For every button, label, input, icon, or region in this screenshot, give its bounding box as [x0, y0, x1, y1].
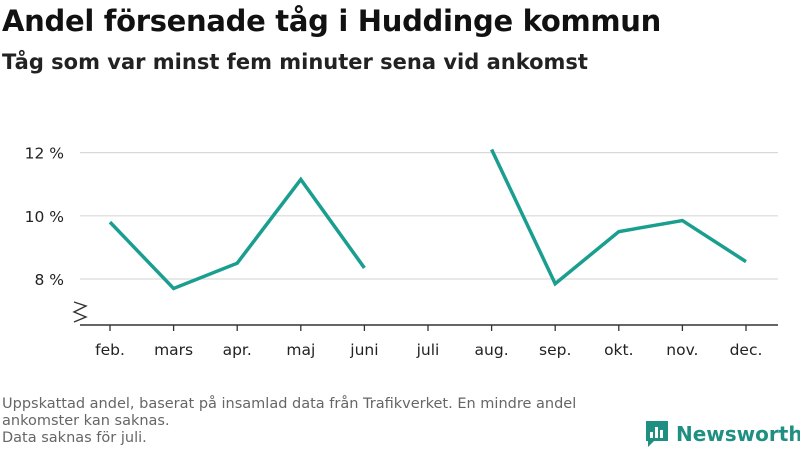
x-tick-label: feb.: [95, 341, 125, 359]
x-tick-label: juni: [349, 341, 378, 359]
x-tick-label: sep.: [539, 341, 571, 359]
x-tick-label: nov.: [666, 341, 698, 359]
gridlines: [80, 152, 778, 280]
y-tick-label: 12 %: [25, 145, 64, 163]
series-line-segment: [490, 148, 747, 287]
newsworthy-logo: Newsworthy: [644, 418, 800, 450]
series-line-segment: [108, 176, 366, 291]
axis-break-symbol: [72, 301, 88, 323]
x-tick-label: okt.: [604, 341, 633, 359]
x-tick-label: mars: [154, 341, 193, 359]
footnote-source: Uppskattad andel, baserat på insamlad da…: [2, 396, 577, 429]
chart-subtitle: Tåg som var minst fem minuter sena vid a…: [2, 50, 588, 74]
y-tick-label: 8 %: [34, 271, 64, 289]
y-tick-labels: 8 % 10 % 12 %: [25, 145, 64, 289]
series-lines: [108, 148, 747, 291]
x-tick-label: juli: [416, 341, 440, 359]
x-tick-label: dec.: [730, 341, 763, 359]
bar-chart-logo-icon: [646, 421, 668, 447]
x-tick-labels: feb. mars apr. maj juni juli aug. sep. okt. nov. d…: [95, 341, 762, 359]
x-tick-label: maj: [286, 341, 315, 359]
y-tick-label: 10 %: [25, 208, 64, 226]
x-tick-label: aug.: [475, 341, 509, 359]
footnote: Uppskattad andel, baserat på insamlad da…: [2, 396, 642, 447]
chart-title: Andel försenade tåg i Huddinge kommun: [2, 4, 661, 38]
line-chart: 8 % 10 % 12 % feb. mars apr. maj juni juli aug. s…: [25, 145, 778, 359]
axes: [72, 301, 778, 331]
x-tick-label: apr.: [223, 341, 252, 359]
footnote-missing-data: Data saknas för juli.: [2, 430, 147, 446]
logo-text: Newsworthy: [676, 422, 800, 446]
